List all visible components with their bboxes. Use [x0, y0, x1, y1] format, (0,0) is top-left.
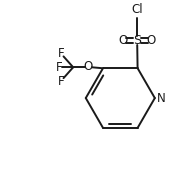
Text: S: S [133, 34, 141, 47]
Text: F: F [56, 61, 63, 74]
Text: O: O [119, 34, 128, 47]
Text: Cl: Cl [131, 3, 143, 16]
Text: O: O [84, 60, 93, 73]
Text: F: F [58, 47, 65, 60]
Text: F: F [58, 75, 65, 88]
Text: N: N [157, 92, 166, 105]
Text: O: O [147, 34, 156, 47]
